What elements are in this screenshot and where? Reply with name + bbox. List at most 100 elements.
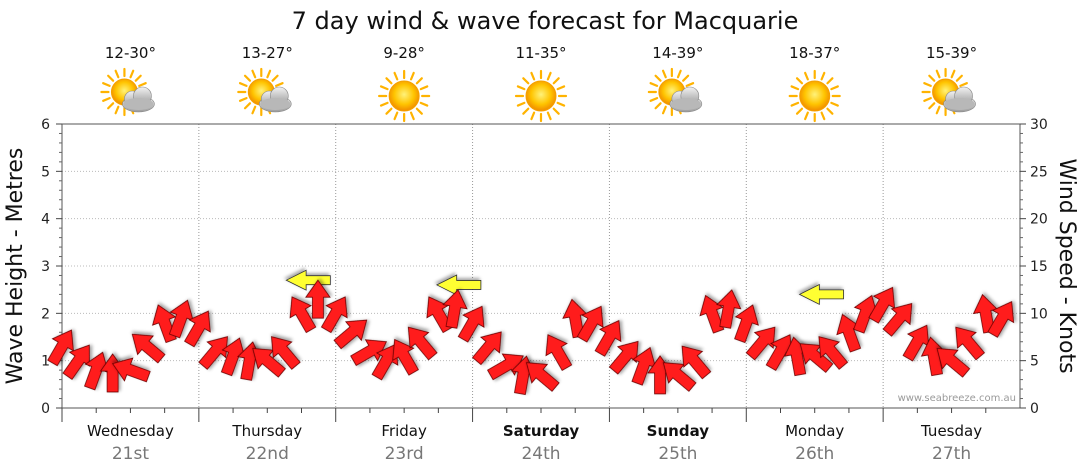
sun-ray	[928, 74, 936, 82]
day-name-label: Tuesday	[920, 422, 982, 440]
sun-ray	[266, 69, 272, 79]
wind-arrow	[799, 343, 834, 373]
wind-arrow	[920, 336, 947, 377]
sun-ray	[552, 107, 560, 115]
sun-ray	[530, 71, 536, 81]
sun-ray	[676, 69, 682, 79]
y-tick-right: 30	[1030, 117, 1048, 133]
partly-cloudy-icon	[237, 67, 292, 117]
sun-ray	[516, 85, 526, 91]
y-tick-right: 0	[1030, 401, 1039, 417]
sun-ray	[393, 71, 399, 81]
sun-ray	[379, 85, 389, 91]
wind-arrow	[868, 286, 896, 324]
wind-arrow	[111, 357, 151, 383]
sun-ray	[274, 82, 284, 87]
right-axis: 0 5 10 15 20 25 30	[1020, 117, 1048, 417]
wind-arrow	[681, 345, 712, 380]
sun-ray	[795, 77, 804, 85]
wind-arrow	[320, 296, 348, 334]
y-tick-right: 5	[1030, 354, 1039, 370]
sun-ray	[804, 111, 809, 121]
sun-ray	[804, 71, 809, 81]
partly-cloudy-icon	[100, 67, 155, 117]
wind-arrow	[594, 319, 622, 357]
day-date-label: 26th	[795, 444, 834, 464]
y-tick-left: 0	[41, 401, 50, 417]
wind-arrow	[168, 299, 194, 339]
day-date-label: 27th	[932, 444, 971, 464]
cloud-shape	[258, 86, 292, 113]
cloud-shape	[122, 86, 155, 113]
wind-arrow	[472, 331, 502, 366]
wind-arrow	[131, 333, 166, 364]
wind-arrow	[745, 326, 776, 361]
wind-arrow	[184, 310, 211, 348]
temperature-range: 13-27°	[242, 44, 293, 62]
day-date-label: 22nd	[246, 444, 289, 464]
sun-ray	[102, 97, 111, 102]
sun-ray	[419, 85, 429, 91]
wind-arrow	[62, 344, 90, 380]
sun-ray	[830, 85, 839, 91]
sun-ray	[649, 97, 659, 102]
sun-ray	[826, 77, 834, 85]
sun-ray	[923, 97, 932, 102]
y-tick-left: 6	[41, 117, 50, 133]
sun-ray	[955, 74, 963, 82]
sun-ray	[830, 101, 839, 107]
sun-ray	[923, 82, 932, 87]
wind-arrows	[47, 279, 1015, 395]
gust-arrow	[285, 269, 331, 291]
sun-ray	[419, 101, 429, 107]
sun-ray	[546, 71, 552, 81]
day-date-label: 25th	[658, 444, 697, 464]
partly-cloudy-icon	[647, 67, 703, 117]
sun-ray	[415, 107, 423, 115]
y-tick-right: 15	[1030, 259, 1048, 275]
wind-arrow	[662, 362, 697, 392]
y-tick-left: 4	[41, 212, 50, 228]
day-date-label: 24th	[521, 444, 560, 464]
sun-ray	[795, 107, 804, 115]
sun-ray	[530, 111, 536, 121]
sun-ray	[661, 105, 667, 115]
sun-ray	[959, 82, 968, 87]
sun-ray	[102, 82, 111, 87]
y-axis-label-left: Wave Height - Metres	[3, 148, 28, 385]
sun-ray	[243, 102, 252, 110]
sun-ray	[379, 101, 389, 107]
wind-arrow	[987, 301, 1015, 338]
sun-ray	[107, 102, 115, 110]
wind-arrow	[545, 334, 573, 371]
sun-ray	[935, 105, 941, 115]
sun-ray	[682, 74, 690, 82]
sun-disc	[525, 80, 557, 112]
left-axis: 0 1 2 3 4 5 6	[41, 117, 62, 417]
wind-arrow	[608, 340, 639, 375]
y-tick-left: 3	[41, 259, 50, 275]
wind-arrow	[252, 348, 286, 378]
sun-ray	[385, 107, 393, 115]
wind-arrow	[882, 302, 913, 337]
sun-ray	[661, 69, 667, 79]
wind-arrow	[902, 324, 930, 362]
wind-arrow	[955, 326, 985, 361]
sun-ray	[114, 105, 120, 115]
y-tick-right: 10	[1030, 306, 1048, 322]
temperature-range: 11-35°	[515, 44, 566, 62]
y-tick-right: 20	[1030, 212, 1048, 228]
sun-disc	[799, 80, 831, 112]
wind-arrow	[407, 326, 438, 361]
day-name-label: Monday	[785, 422, 844, 440]
wind-arrow	[47, 329, 74, 367]
sun-ray	[393, 111, 399, 121]
sun-ray	[790, 101, 800, 107]
sun-ray	[415, 77, 423, 85]
temperature-range: 14-39°	[652, 44, 703, 62]
sun-ray	[385, 77, 393, 85]
sun-ray	[820, 111, 826, 121]
sun-ray	[556, 85, 566, 91]
bottom-axis: Wednesday 21st Thursday 22nd Friday 23rd Satur…	[61, 408, 987, 464]
sun-icon	[514, 69, 568, 123]
